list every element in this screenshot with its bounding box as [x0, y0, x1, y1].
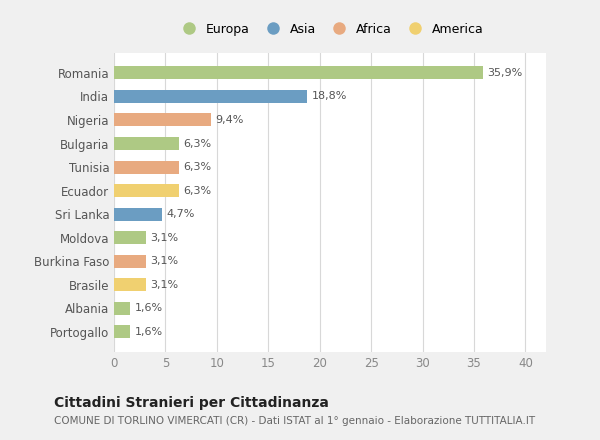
Bar [114, 66, 483, 79]
Legend: Europa, Asia, Africa, America: Europa, Asia, Africa, America [173, 20, 487, 38]
Text: 4,7%: 4,7% [166, 209, 195, 219]
Bar [114, 137, 179, 150]
Bar [114, 255, 146, 268]
Bar [114, 208, 163, 220]
Text: 6,3%: 6,3% [183, 139, 211, 149]
Bar [114, 279, 146, 291]
Bar [114, 326, 130, 338]
Text: COMUNE DI TORLINO VIMERCATI (CR) - Dati ISTAT al 1° gennaio - Elaborazione TUTTI: COMUNE DI TORLINO VIMERCATI (CR) - Dati … [54, 416, 535, 426]
Bar [114, 184, 179, 197]
Bar [114, 114, 211, 126]
Text: 3,1%: 3,1% [150, 256, 178, 266]
Bar [114, 302, 130, 315]
Text: 35,9%: 35,9% [487, 68, 523, 78]
Bar [114, 161, 179, 173]
Text: 9,4%: 9,4% [215, 115, 243, 125]
Bar [114, 90, 307, 103]
Text: 1,6%: 1,6% [134, 303, 163, 313]
Text: 1,6%: 1,6% [134, 327, 163, 337]
Text: 18,8%: 18,8% [311, 92, 347, 102]
Text: 3,1%: 3,1% [150, 233, 178, 243]
Text: Cittadini Stranieri per Cittadinanza: Cittadini Stranieri per Cittadinanza [54, 396, 329, 410]
Bar [114, 231, 146, 244]
Text: 6,3%: 6,3% [183, 186, 211, 196]
Text: 6,3%: 6,3% [183, 162, 211, 172]
Text: 3,1%: 3,1% [150, 280, 178, 290]
